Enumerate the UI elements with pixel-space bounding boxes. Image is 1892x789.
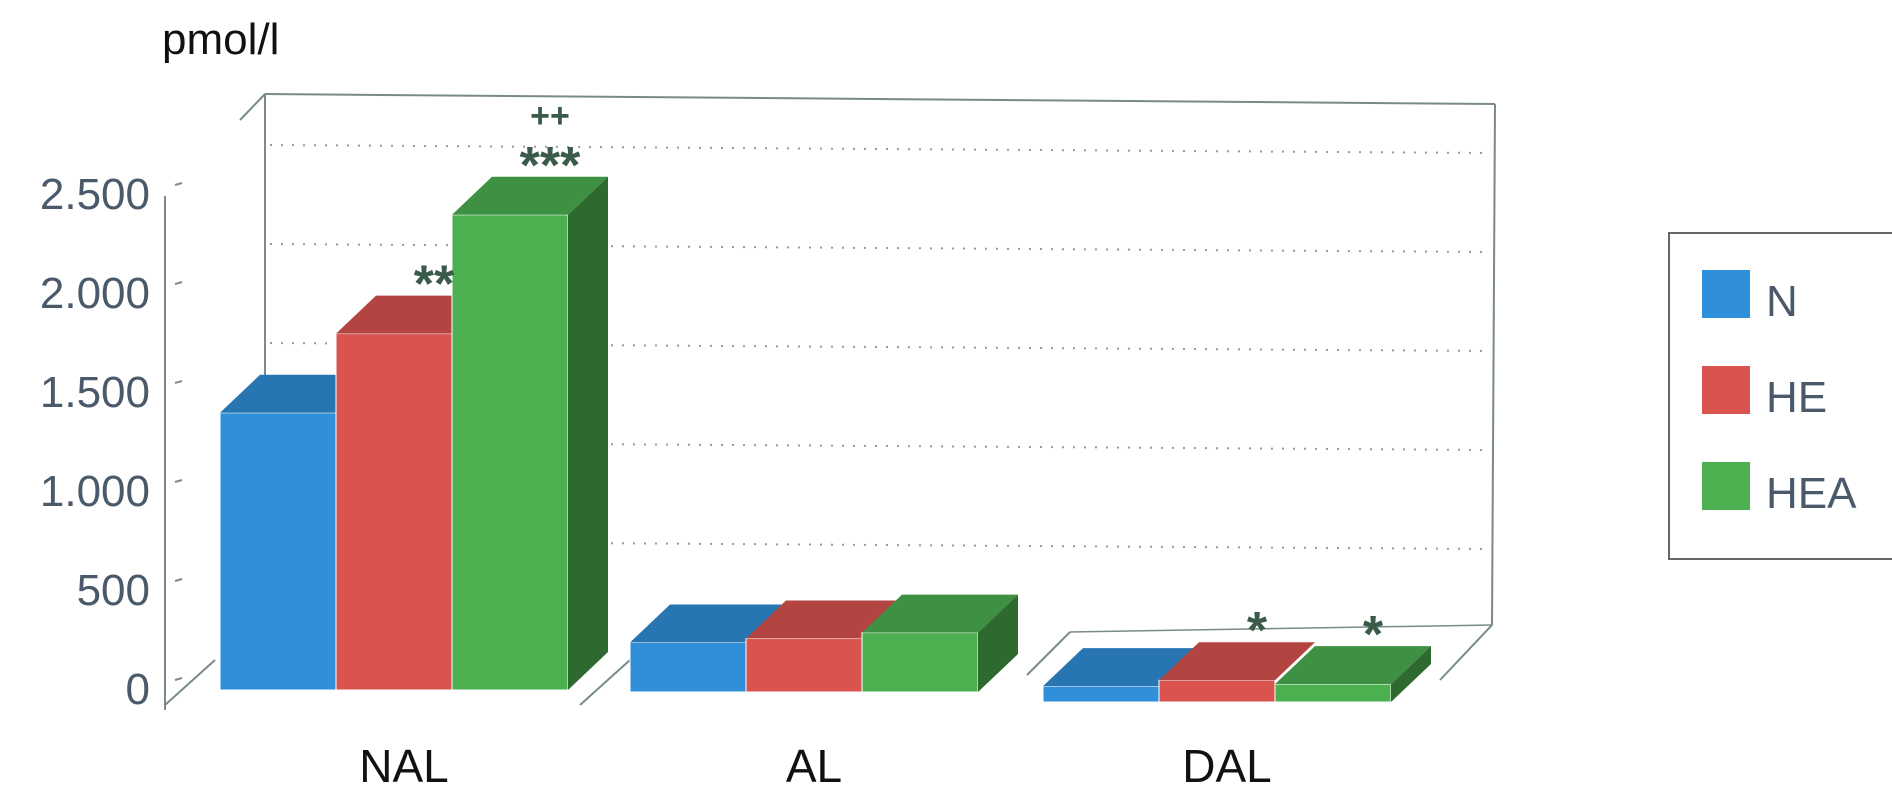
bar-NAL-HEA bbox=[451, 176, 608, 691]
significance-marker: ** bbox=[414, 256, 455, 314]
bar-front bbox=[745, 638, 863, 693]
y-tick-mark bbox=[174, 380, 183, 384]
legend-swatch bbox=[1702, 366, 1750, 414]
bar-side bbox=[568, 176, 608, 691]
bar-front bbox=[629, 642, 747, 693]
legend-swatch bbox=[1702, 462, 1750, 510]
y-tick-mark bbox=[174, 479, 183, 483]
legend-item-N: N bbox=[1702, 266, 1798, 326]
bar-side bbox=[1391, 646, 1431, 702]
y-tick-label: 1.000 bbox=[40, 467, 150, 516]
legend-item-HE: HE bbox=[1702, 362, 1827, 422]
bar-front bbox=[861, 632, 979, 693]
back-wall-top-edge bbox=[264, 93, 1496, 105]
y-tick-label: 0 bbox=[126, 665, 150, 714]
bar-top bbox=[1043, 648, 1199, 687]
bar-top bbox=[746, 600, 902, 639]
bar-AL-HEA bbox=[861, 594, 1018, 693]
bar-front bbox=[335, 333, 453, 691]
bar-top bbox=[862, 594, 1018, 633]
bar-DAL-HEA bbox=[1274, 646, 1431, 703]
significance-marker: *** bbox=[520, 137, 581, 195]
bar-front bbox=[451, 214, 569, 691]
gridline bbox=[269, 144, 1491, 154]
bar-front bbox=[1274, 683, 1392, 703]
legend-swatch bbox=[1702, 270, 1750, 318]
bar-top bbox=[452, 176, 608, 215]
bar-side bbox=[978, 594, 1018, 692]
bar-AL-HE bbox=[745, 600, 902, 693]
significance-annotations: *****++* * bbox=[414, 97, 1384, 664]
bar-front bbox=[219, 412, 337, 691]
y-tick-label: 2.000 bbox=[40, 269, 150, 318]
floor-back-edge bbox=[1069, 624, 1493, 633]
significance-marker: ++ bbox=[530, 97, 570, 135]
bar-AL-N bbox=[629, 604, 786, 693]
floor-edge-1 bbox=[164, 659, 216, 706]
bar-top bbox=[1275, 646, 1431, 685]
y-tick-label: 500 bbox=[77, 566, 150, 615]
significance-marker: * bbox=[1247, 602, 1268, 660]
legend-label: HE bbox=[1766, 373, 1828, 422]
y-tick-mark bbox=[174, 677, 183, 681]
bar-top bbox=[630, 604, 786, 643]
legend: N HE HEA bbox=[1668, 232, 1892, 560]
category-label: NAL bbox=[359, 740, 448, 789]
bar-front bbox=[1042, 685, 1160, 703]
floor-edge-3 bbox=[1026, 631, 1071, 676]
chart-frame bbox=[164, 93, 1496, 710]
y-tick-labels: 0 500 1.000 1.500 2.000 2.500 bbox=[40, 170, 183, 714]
bar-DAL-N bbox=[1042, 648, 1199, 703]
category-labels: NAL AL DAL bbox=[359, 740, 1271, 789]
legend-label: N bbox=[1766, 277, 1798, 326]
category-label: AL bbox=[786, 740, 842, 789]
y-tick-label: 1.500 bbox=[40, 368, 150, 417]
y-tick-label: 2.500 bbox=[40, 170, 150, 219]
back-wall-right-edge bbox=[1491, 103, 1496, 626]
top-corner-edge bbox=[239, 93, 266, 121]
floor-edge-2 bbox=[579, 659, 631, 706]
y-tick-mark bbox=[174, 578, 183, 582]
significance-marker: * bbox=[1363, 606, 1384, 664]
bars bbox=[219, 176, 1431, 703]
bar-NAL-N bbox=[219, 374, 376, 691]
category-label: DAL bbox=[1182, 740, 1271, 789]
bar-top bbox=[1159, 642, 1315, 681]
legend-item-HEA: HEA bbox=[1702, 458, 1856, 518]
legend-label: HEA bbox=[1766, 469, 1857, 518]
floor-edge-4 bbox=[1439, 624, 1493, 681]
y-axis-label: pmol/l bbox=[162, 15, 279, 64]
y-tick-mark bbox=[174, 182, 183, 186]
y-tick-mark bbox=[174, 281, 183, 285]
bar-front bbox=[1158, 679, 1276, 703]
bar-DAL-HE bbox=[1158, 642, 1315, 703]
